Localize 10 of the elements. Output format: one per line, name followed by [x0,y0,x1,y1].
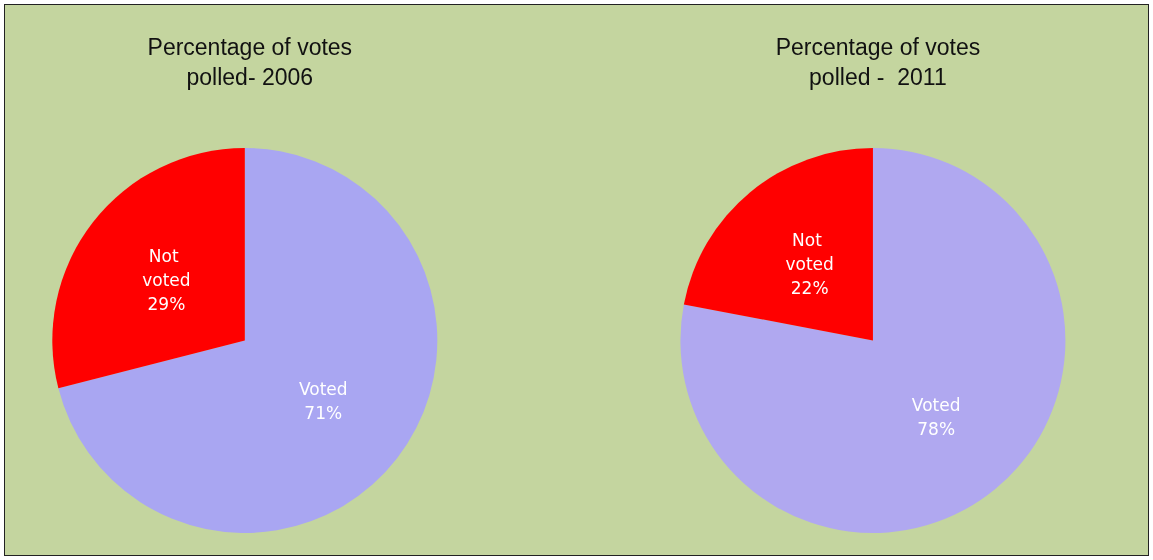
slice-label: Voted [911,394,961,415]
slice-label: Not voted [142,245,191,290]
chart-title: Percentage of votes polled - 2011 [775,34,981,90]
chart-title: Percentage of votes polled- 2006 [147,34,353,90]
data-label: 29% [147,293,186,314]
data-label: 22% [790,278,829,299]
slice-label: Voted [298,379,348,400]
slice-label: Not voted [785,230,834,275]
data-label: 78% [917,418,956,439]
data-label: 71% [304,403,343,424]
